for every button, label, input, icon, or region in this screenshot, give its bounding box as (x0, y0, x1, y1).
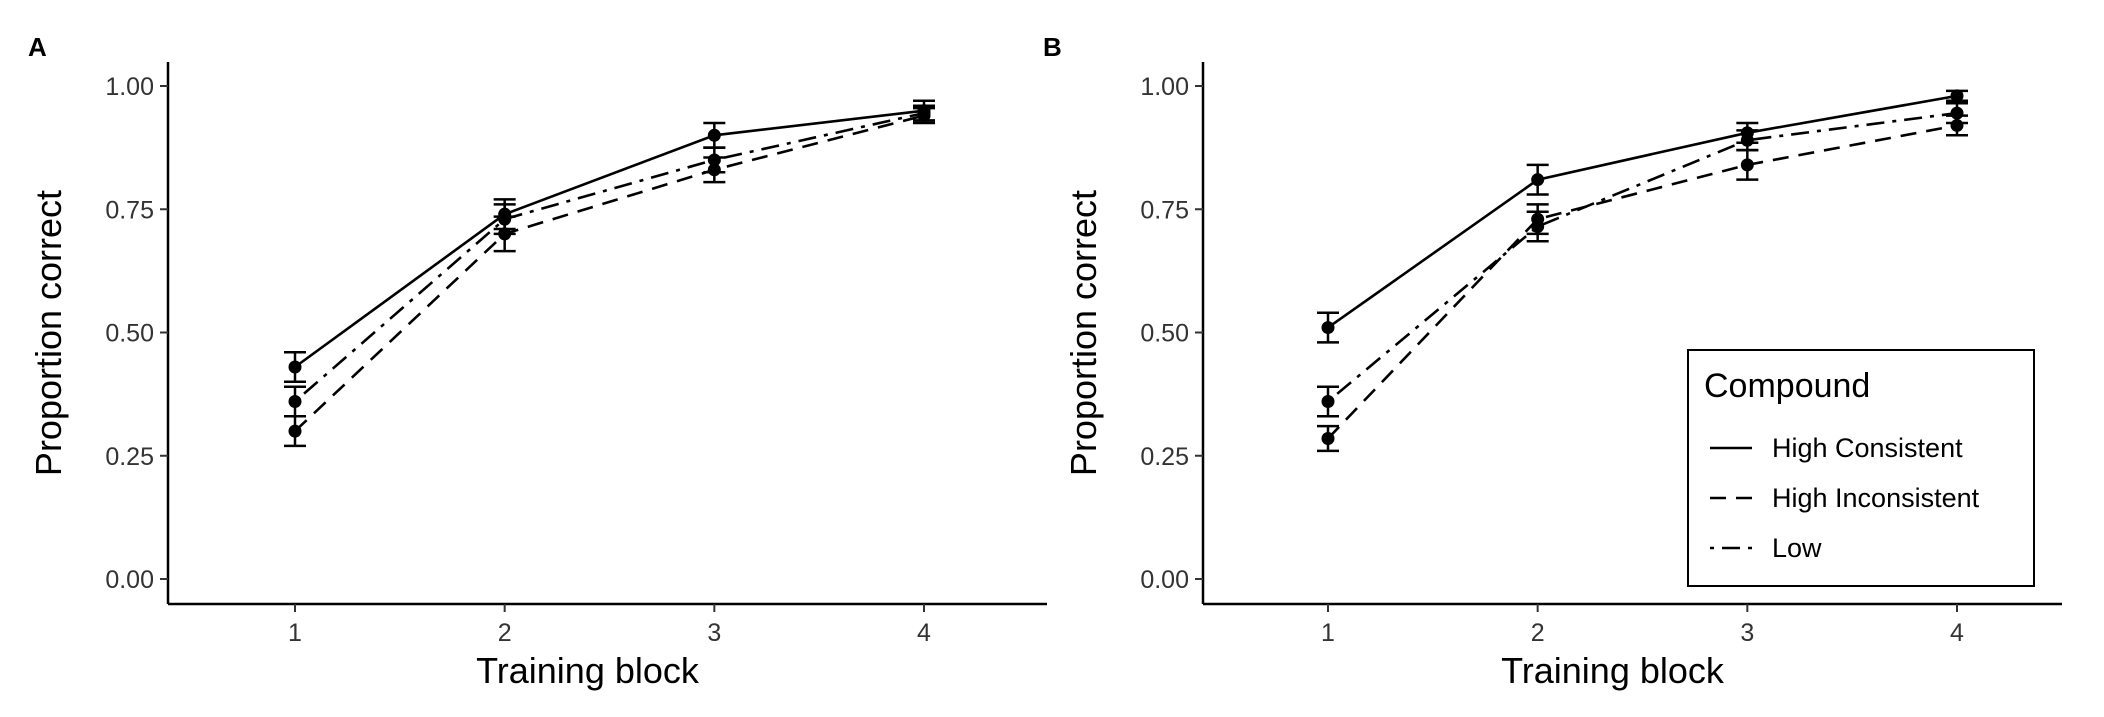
x-tick-label: 2 (1531, 619, 1545, 647)
y-axis-title: Proportion correct (28, 190, 69, 476)
y-tick-label: 0.00 (105, 566, 154, 594)
x-tick-label: 4 (917, 619, 931, 647)
x-tick-label: 2 (498, 619, 512, 647)
y-axis-title: Proportion correct (1063, 190, 1104, 476)
legend-title: Compound (1704, 367, 1870, 405)
series-high-consistent (1317, 89, 1968, 344)
series-line (1327, 111, 1958, 403)
data-point (1321, 321, 1335, 335)
series-line (1327, 94, 1958, 329)
data-point (707, 128, 721, 142)
data-point (288, 424, 302, 438)
legend-box (1687, 349, 2035, 587)
x-tick-label: 3 (1740, 619, 1754, 647)
x-axis-title: Training block (1501, 650, 1725, 691)
series-high-inconsistent (284, 106, 935, 448)
legend-label: High Inconsistent (1772, 483, 1980, 513)
data-point (498, 212, 512, 226)
series-low (1317, 102, 1968, 418)
y-tick-label: 0.25 (1140, 443, 1189, 471)
data-point (1740, 158, 1754, 172)
panel-letter: A (28, 32, 47, 62)
legend-label: High Consistent (1772, 433, 1963, 463)
data-point (1321, 395, 1335, 409)
data-point (1740, 133, 1754, 147)
legend: Compound High Consistent High Inconsistent… (1687, 349, 2035, 587)
panel-b: B 0.00 0.25 0.50 0.75 1.00 1 2 3 4 Training block P… (1043, 32, 2062, 691)
panel-letter: B (1043, 32, 1062, 62)
x-tick-label: 4 (1950, 619, 1964, 647)
panel-a: A 0.00 0.25 0.50 0.75 1.00 1 2 3 4 Training block P… (28, 32, 1047, 691)
data-point (707, 153, 721, 167)
y-tick-label: 1.00 (105, 73, 154, 101)
y-tick-label: 0.75 (105, 196, 154, 224)
data-point (288, 360, 302, 374)
series-line (294, 109, 925, 369)
series-line (294, 114, 925, 433)
series-low (284, 104, 935, 418)
y-tick-label: 0.00 (1140, 566, 1189, 594)
x-tick-label: 1 (1321, 619, 1335, 647)
y-tick-label: 0.50 (105, 320, 154, 348)
legend-label: Low (1772, 533, 1822, 563)
y-tick-label: 0.25 (105, 443, 154, 471)
series-line (294, 111, 925, 403)
data-point (917, 106, 931, 120)
series-high-consistent (284, 99, 935, 384)
x-tick-label: 3 (707, 619, 721, 647)
x-axis-title: Training block (476, 650, 700, 691)
y-tick-label: 0.50 (1140, 320, 1189, 348)
data-point (1321, 431, 1335, 445)
series-line (1327, 124, 1958, 440)
x-tick-label: 1 (288, 619, 302, 647)
data-point (1950, 89, 1964, 103)
y-tick-label: 1.00 (1140, 73, 1189, 101)
data-point (288, 395, 302, 409)
data-point (1950, 106, 1964, 120)
data-point (1531, 220, 1545, 234)
data-point (1531, 173, 1545, 187)
y-tick-label: 0.75 (1140, 196, 1189, 224)
